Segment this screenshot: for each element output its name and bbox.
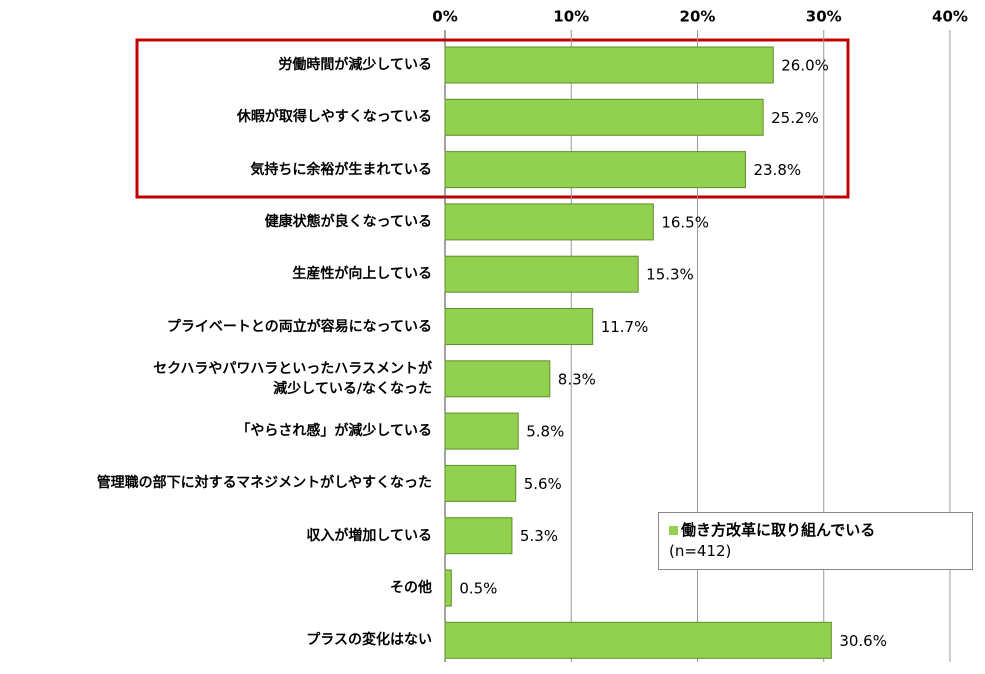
y-tick-label: 収入が増加している [306, 527, 432, 544]
bar [444, 255, 639, 293]
data-label: 23.8% [753, 161, 801, 179]
x-tick-label: 40% [932, 8, 968, 26]
y-tick-label: プライベートとの両立が容易になっている [166, 318, 432, 335]
data-label: 8.3% [558, 370, 596, 388]
legend: 働き方改革に取り組んでいる (n=412) [658, 512, 973, 570]
data-label: 16.5% [661, 213, 709, 231]
x-tick-label: 30% [806, 8, 842, 26]
bar [444, 621, 832, 659]
bar [444, 517, 513, 555]
data-label: 0.5% [459, 580, 497, 598]
data-label: 30.6% [839, 632, 887, 650]
data-label: 25.2% [771, 109, 819, 127]
x-tick-label: 10% [553, 8, 589, 26]
y-tick-label: 管理職の部下に対するマネジメントがしやすくなった [96, 475, 432, 492]
x-tick-label: 20% [680, 8, 716, 26]
legend-note: (n=412) [669, 542, 732, 560]
x-tick-label: 0% [432, 8, 457, 26]
data-label: 5.8% [526, 423, 564, 441]
highlight-box [135, 38, 850, 199]
bar [444, 151, 746, 189]
y-tick-label: 生産性が向上している [292, 266, 432, 283]
legend-entry: 働き方改革に取り組んでいる [669, 519, 962, 540]
data-label: 15.3% [646, 266, 694, 284]
bar [444, 569, 452, 607]
y-tick-label: セクハラやパワハラといったハラスメントが 減少している/なくなった [153, 360, 432, 397]
bar [444, 308, 594, 345]
y-tick-label: 休暇が取得しやすくなっている [236, 109, 432, 126]
bar [444, 203, 654, 241]
legend-swatch [669, 526, 678, 535]
data-label: 5.6% [524, 475, 562, 493]
legend-label: 働き方改革に取り組んでいる [681, 521, 876, 539]
y-tick-label: 労働時間が減少している [278, 57, 432, 73]
data-label: 26.0% [781, 57, 829, 75]
y-tick-label: 健康状態が良くなっている [264, 213, 432, 230]
data-label: 11.7% [601, 318, 649, 336]
bar [444, 46, 774, 84]
bar [444, 412, 519, 450]
y-tick-label: プラスの変化はない [306, 632, 432, 649]
y-tick-label: 気持ちに余裕が生まれている [250, 161, 432, 178]
data-label: 5.3% [520, 527, 558, 545]
bar [444, 464, 517, 502]
y-tick-label: その他 [390, 580, 432, 596]
bar [444, 360, 551, 398]
bar [444, 98, 764, 136]
y-tick-label: 「やらされ感」が減少している [236, 423, 432, 440]
